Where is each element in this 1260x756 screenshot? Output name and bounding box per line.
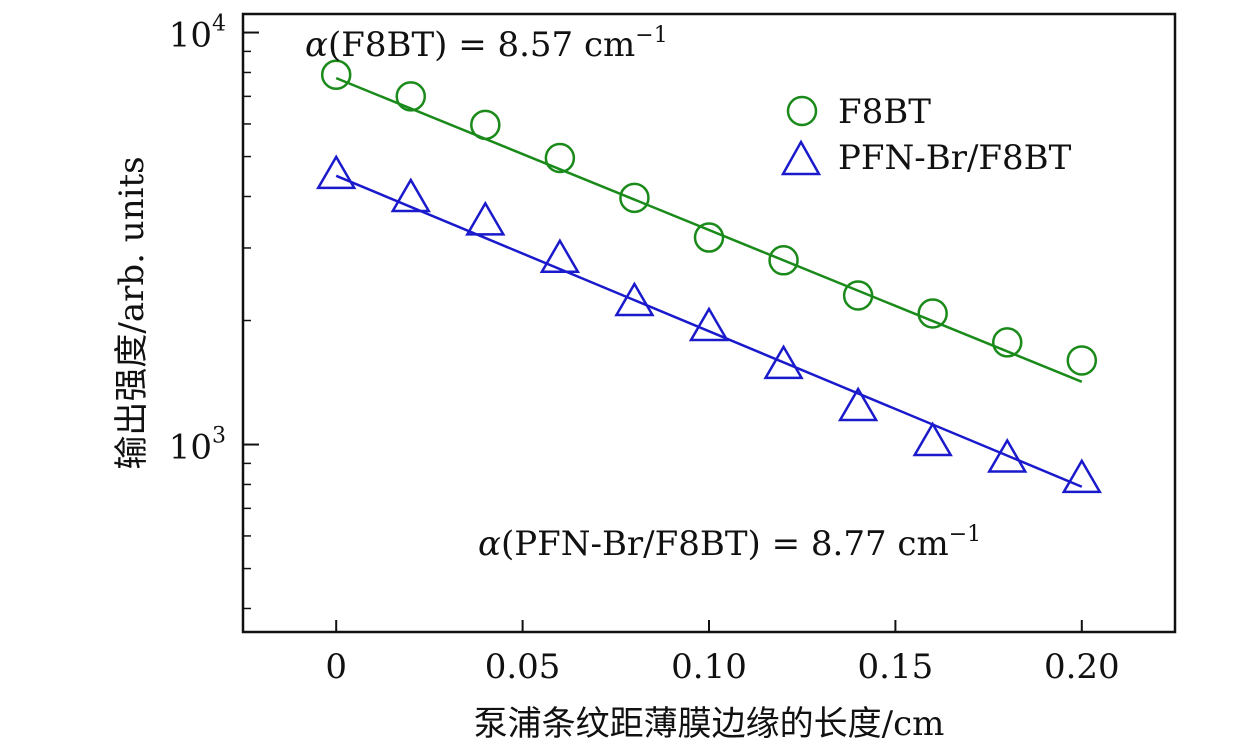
y-tick-label: 104 [169, 12, 226, 56]
point-pfn-br-f8bt [390, 177, 431, 213]
y-axis-title: 输出强度/arb. units [112, 156, 152, 469]
x-tick-label: 0 [325, 647, 347, 687]
point-f8bt [768, 245, 799, 276]
point-f8bt [470, 109, 501, 141]
point-f8bt [693, 222, 725, 253]
point-pfn-br-f8bt [614, 281, 655, 317]
point-f8bt [991, 327, 1023, 358]
point-f8bt [1066, 345, 1098, 376]
fit-line-pfn-br-f8bt [335, 174, 1083, 488]
point-pfn-br-f8bt [837, 386, 879, 422]
point-f8bt [917, 298, 948, 329]
point-f8bt [842, 280, 874, 311]
point-pfn-br-f8bt [987, 438, 1028, 473]
point-pfn-br-f8bt [465, 200, 506, 236]
point-f8bt [320, 59, 352, 90]
point-f8bt [395, 81, 427, 112]
x-axis-title: 泵浦条纹距薄膜边缘的长度/cm [474, 704, 945, 744]
x-tick-label: 0.10 [671, 647, 747, 687]
legend-marker-f8bt [786, 95, 818, 127]
fit-lines [335, 76, 1083, 488]
x-axis-ticks: 0 0.05 0.10 0.15 0.20 [325, 620, 1120, 687]
point-pfn-br-f8bt [912, 421, 953, 457]
point-f8bt [619, 182, 650, 214]
fit-line-f8bt [335, 76, 1083, 383]
y-axis-ticks: 103 104 [169, 12, 259, 610]
point-pfn-br-f8bt [1061, 458, 1102, 494]
annotation-pfn-br-f8bt: α(PFN-Br/F8BT) = 8.77 cm−1 [478, 522, 981, 564]
data-markers [316, 59, 1102, 494]
x-tick-label: 0.20 [1044, 647, 1120, 687]
legend-label-pfn-br-f8bt: PFN-Br/F8BT [838, 138, 1072, 178]
point-pfn-br-f8bt [763, 344, 804, 380]
point-f8bt [544, 142, 576, 174]
x-tick-label: 0.05 [485, 647, 561, 687]
point-pfn-br-f8bt [539, 238, 581, 274]
x-tick-label: 0.15 [858, 647, 934, 687]
legend: F8BT PFN-Br/F8BT [780, 92, 1072, 178]
point-pfn-br-f8bt [316, 154, 357, 190]
legend-marker-pfn-br-f8bt [780, 139, 822, 176]
annotation-f8bt: α(F8BT) = 8.57 cm−1 [305, 23, 668, 65]
y-tick-label: 103 [169, 424, 226, 468]
point-pfn-br-f8bt [688, 306, 730, 342]
legend-label-f8bt: F8BT [838, 92, 931, 132]
